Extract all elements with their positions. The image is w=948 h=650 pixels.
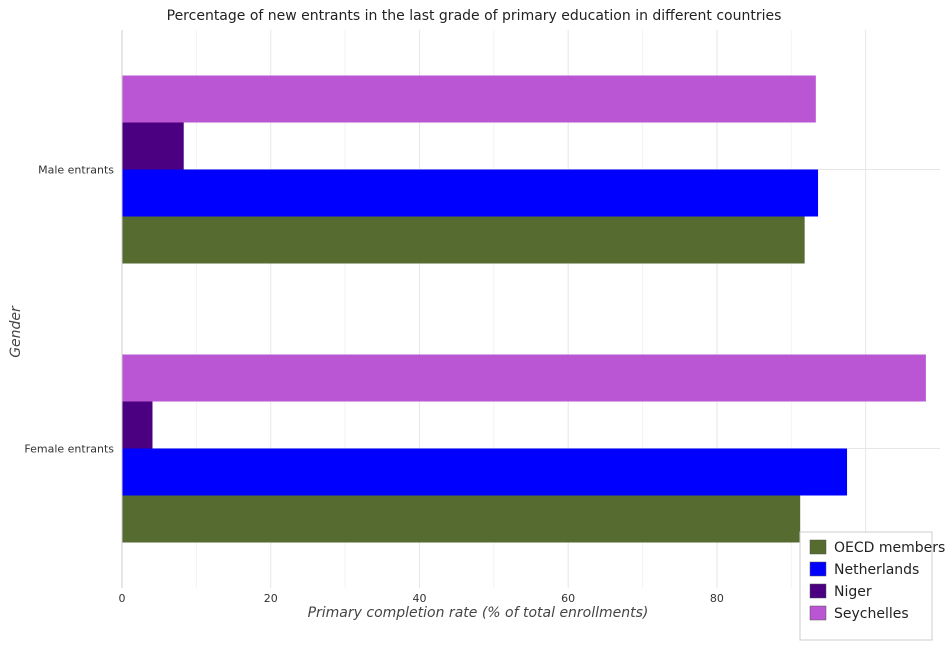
bar: [122, 448, 848, 496]
legend-swatch: [809, 583, 827, 599]
bar: [122, 354, 926, 402]
y-tick-label: Male entrants: [38, 164, 114, 177]
bar: [122, 122, 184, 170]
bars: [122, 75, 926, 543]
x-tick-label: 0: [119, 592, 126, 605]
bar: [122, 75, 816, 123]
legend-label: Seychelles: [834, 606, 909, 622]
legend-label: Niger: [834, 584, 872, 600]
x-tick-label: 20: [264, 592, 278, 605]
legend: OECD members Netherlands Niger Seychelles: [799, 531, 945, 641]
legend-label: Netherlands: [834, 562, 919, 578]
x-tick-label: 80: [710, 592, 724, 605]
bar: [122, 401, 153, 449]
legend-label: OECD members: [834, 540, 945, 556]
x-tick-label: 60: [561, 592, 575, 605]
bar: [122, 216, 805, 264]
bar: [122, 495, 801, 543]
x-tick-label: 40: [412, 592, 426, 605]
bar: [122, 169, 819, 217]
chart-title: Percentage of new entrants in the last g…: [166, 8, 782, 24]
x-axis-label: Primary completion rate (% of total enro…: [308, 605, 649, 621]
y-axis-label: Gender: [8, 305, 24, 358]
y-tick-label: Female entrants: [24, 443, 114, 456]
legend-swatch: [809, 605, 827, 621]
legend-swatch: [809, 539, 827, 555]
legend-swatch: [809, 561, 827, 577]
